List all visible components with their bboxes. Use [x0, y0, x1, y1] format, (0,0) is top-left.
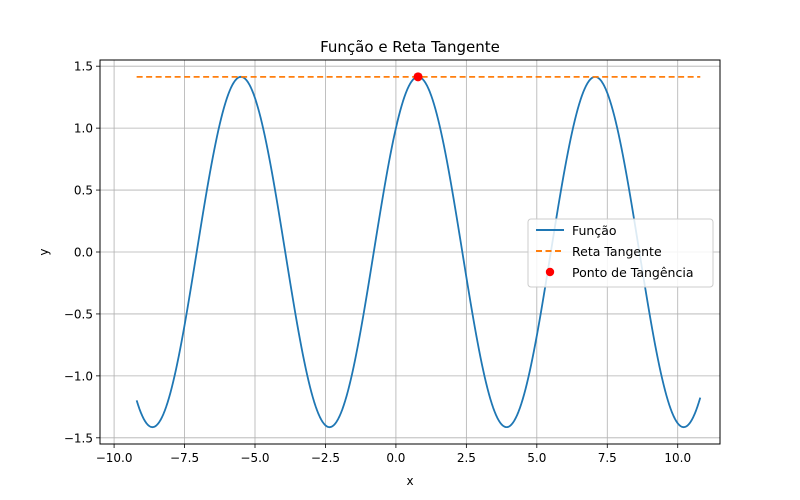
y-tick-label: −1.0: [64, 369, 93, 383]
ticks: −10.0 −7.5 −5.0 −2.5 0.0 2.5 5.0 7.5 10.0 −1.5 −1.…: [64, 60, 691, 465]
x-tick-label: −7.5: [170, 451, 199, 465]
legend-label-funcao: Função: [572, 223, 617, 238]
y-tick-label: 1.0: [74, 122, 93, 136]
y-tick-label: −1.5: [64, 431, 93, 445]
x-tick-label: −5.0: [240, 451, 269, 465]
y-tick-label: 0.5: [74, 184, 93, 198]
x-tick-label: 10.0: [664, 451, 691, 465]
x-tick-label: 0.0: [386, 451, 405, 465]
tangent-point-marker: [413, 72, 423, 82]
legend: Função Reta Tangente Ponto de Tangência: [527, 218, 714, 288]
legend-swatch-ponto: [545, 267, 555, 277]
grid: [100, 60, 720, 444]
x-axis-label: x: [406, 474, 413, 488]
x-tick-label: −10.0: [96, 451, 133, 465]
y-tick-label: 1.5: [74, 60, 93, 74]
chart-title: Função e Reta Tangente: [320, 38, 500, 56]
x-tick-label: 5.0: [527, 451, 546, 465]
y-tick-label: −0.5: [64, 307, 93, 321]
x-tick-label: 7.5: [598, 451, 617, 465]
x-tick-label: −2.5: [311, 451, 340, 465]
legend-label-reta-tangente: Reta Tangente: [572, 244, 662, 259]
plot-area: [135, 72, 702, 429]
legend-box: [527, 218, 714, 288]
x-tick-label: 2.5: [457, 451, 476, 465]
y-tick-label: 0.0: [74, 246, 93, 260]
legend-label-ponto: Ponto de Tangência: [572, 265, 693, 280]
y-axis-label: y: [37, 248, 51, 255]
